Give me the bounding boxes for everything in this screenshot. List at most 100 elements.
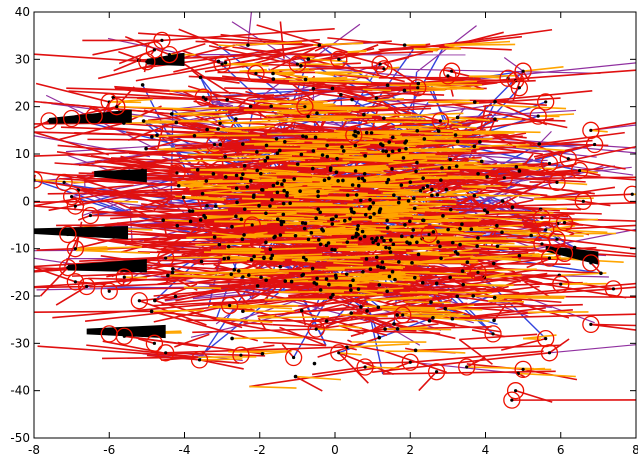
trajectory-point-marker [599,271,603,276]
velocity-arrow-orange [308,58,348,63]
trajectory-point-marker [330,86,335,91]
velocity-arrow-orange [277,218,328,223]
trajectory-line-red [556,238,636,250]
trajectory-point-marker [281,201,286,206]
trajectory-line-red [169,42,206,56]
trajectory-line-red [229,97,249,115]
circled-data-point-center [239,353,243,357]
velocity-arrow-orange [180,119,216,123]
trajectory-line-purple [466,165,604,212]
trajectory-point-marker [402,88,407,93]
trajectory-line-red [35,82,110,103]
velocity-arrow-orange [501,231,551,235]
trajectory-line-red [349,299,368,321]
trajectory-point-marker [281,220,286,224]
trajectory-point-marker [364,130,369,135]
trajectory-point-marker [288,201,292,206]
trajectory-line-red [534,193,633,200]
dense-marker-streak [146,52,185,66]
velocity-arrow-orange [406,140,475,146]
trajectory-line-red [347,339,353,343]
trajectory-line-red [366,316,433,320]
dense-marker-streak [49,109,132,124]
trajectory-point-marker [235,200,239,205]
trajectory-point-marker [161,218,165,223]
velocity-arrow-orange [418,252,440,256]
circled-data-point-center [555,180,559,184]
velocity-arrow-orange [221,259,247,263]
trajectory-point-marker [373,238,378,243]
trajectory-point-marker [264,240,268,245]
trajectory-point-marker [416,81,421,86]
trajectory-point-marker [363,212,368,217]
velocity-arrow-orange [265,147,318,150]
trajectory-point-marker [387,246,392,250]
circled-data-point-center [152,48,156,52]
circled-data-point [157,249,175,267]
trajectory-point-marker [537,142,542,146]
velocity-arrow-orange [363,155,428,160]
velocity-arrow-orange [452,125,477,129]
trajectory-point-marker [356,183,361,188]
velocity-arrow-orange [457,116,491,122]
velocity-arrow-orange [177,180,250,184]
trajectory-point-marker [440,166,444,170]
velocity-arrow-orange [390,172,447,178]
velocity-arrow-orange [455,248,473,253]
velocity-arrow-orange [352,279,411,286]
velocity-arrow-orange [179,158,252,162]
trajectory-point-marker [401,156,406,160]
trajectory-line-red [564,221,636,232]
trajectory-point-marker [475,244,479,248]
trajectory-point-marker [436,240,440,244]
circled-data-point-center [85,284,89,289]
circled-data-point [537,221,555,239]
trajectory-point-marker [326,241,331,245]
trajectory-point-marker [450,240,455,245]
circled-data-point [66,273,85,291]
trajectory-point-marker [421,186,426,190]
circled-data-point [243,216,261,234]
trajectory-line-red [113,59,140,72]
circled-data-point [548,173,566,192]
trajectory-point-marker [324,243,329,248]
circled-data-point-center [382,67,386,71]
velocity-arrow-orange [124,276,147,279]
velocity-arrow-orange [404,301,451,304]
circled-data-point [247,64,265,83]
trajectory-line-red [103,160,245,167]
trajectory-line-red [91,144,267,174]
trajectory-point-marker [411,196,416,201]
velocity-arrow-orange [297,162,348,165]
velocity-arrow-orange [287,164,326,169]
trajectory-point-marker [212,235,217,239]
velocity-arrow-orange [326,147,367,151]
velocity-arrow-orange [445,307,483,311]
circled-data-point-center [517,86,521,90]
trajectory-point-marker [514,165,519,169]
circled-data-point-center [66,266,70,270]
trajectory-point-marker [324,319,329,323]
velocity-arrow-orange [394,126,454,132]
velocity-arrow-orange [463,283,514,287]
trajectory-point-marker [364,257,369,261]
trajectory-point-marker [383,327,387,331]
trajectory-point-marker [395,326,400,331]
circled-data-point [34,171,43,189]
circled-data-point [548,230,566,248]
trajectory-point-marker [397,196,401,201]
trajectory-point-marker [455,115,460,120]
velocity-arrow-orange [249,156,321,160]
trajectory-point-marker [247,273,251,277]
trajectory-point-marker [361,269,365,274]
circled-data-point-center [175,171,179,175]
trajectory-line-red [212,288,377,307]
trajectory-line-red [66,87,236,94]
trajectory-point-marker [386,177,391,182]
trajectory-point-marker [410,234,414,239]
circled-data-point-center [514,389,518,393]
trajectory-point-marker [354,193,359,197]
velocity-arrow-orange [295,209,359,213]
circled-data-point [130,292,149,310]
velocity-arrow-orange [244,234,312,238]
